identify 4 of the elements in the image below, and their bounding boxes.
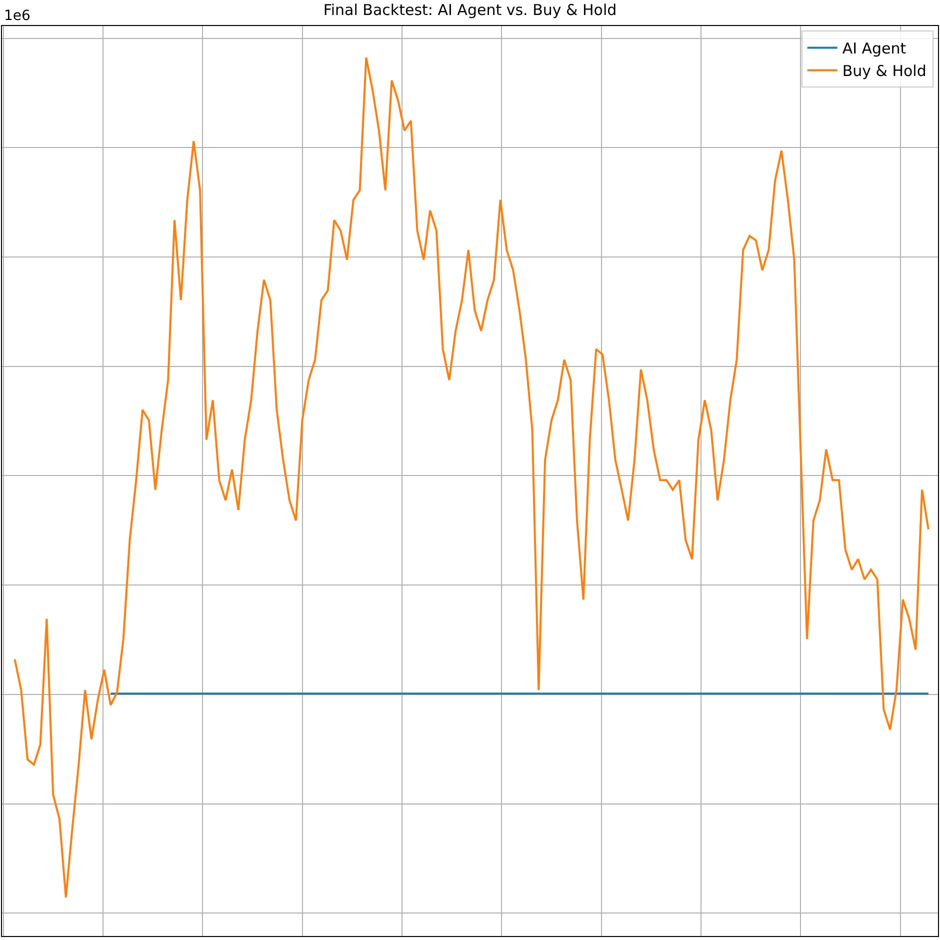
legend-label: AI Agent: [842, 40, 906, 58]
text: 1e6: [4, 8, 31, 24]
legend-label: Buy & Hold: [842, 62, 926, 80]
chart-title: Final Backtest: AI Agent vs. Buy & Hold: [323, 1, 617, 20]
